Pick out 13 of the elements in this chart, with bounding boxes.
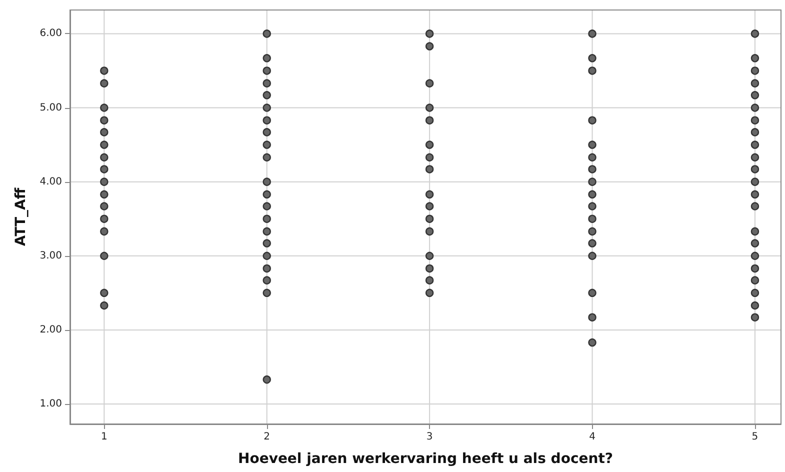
x-tick-label: 5 <box>752 432 758 442</box>
x-tick-label: 2 <box>264 432 270 442</box>
x-tick-label: 4 <box>589 432 596 442</box>
x-axis-title: Hoeveel jaren werkervaring heeft u als docent? <box>238 451 614 467</box>
y-axis-title: ATT_Aff <box>13 187 29 246</box>
y-tick-label: 3.00 <box>40 250 62 262</box>
y-tick-label: 5.00 <box>40 102 62 114</box>
y-tick-label: 4.00 <box>40 176 62 188</box>
y-tick-label: 1.00 <box>40 398 62 410</box>
x-tick-label: 1 <box>100 432 108 442</box>
x-tick-label: 3 <box>426 432 433 442</box>
y-tick-label: 6.00 <box>40 28 62 40</box>
y-tick-label: 2.00 <box>40 324 62 336</box>
